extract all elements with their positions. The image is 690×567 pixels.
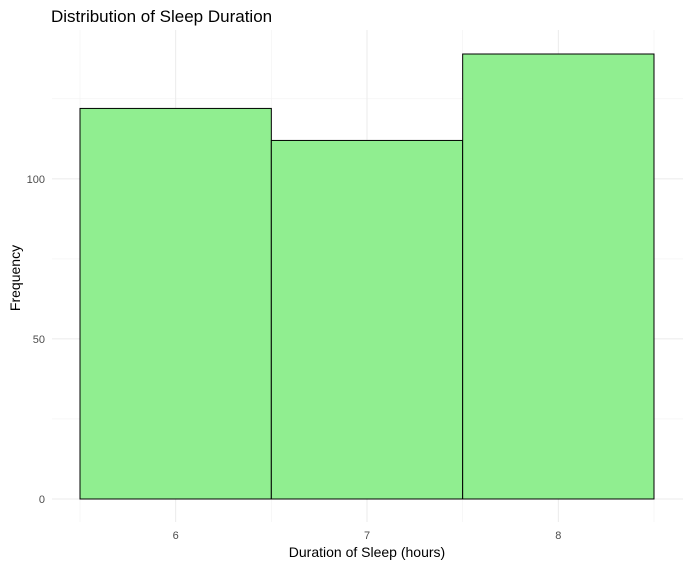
x-axis-ticks: 6 7 8: [173, 530, 562, 542]
x-tick-label: 7: [364, 530, 370, 542]
y-axis-title: Frequency: [7, 245, 23, 311]
x-tick-label: 6: [173, 530, 179, 542]
x-axis-title: Duration of Sleep (hours): [289, 544, 445, 560]
y-axis-ticks: 0 50 100: [27, 174, 45, 506]
bar-8: [462, 53, 655, 500]
y-tick-label: 100: [27, 174, 45, 186]
y-tick-label: 50: [33, 334, 45, 346]
bar-6: [79, 107, 272, 500]
bars: [79, 53, 655, 500]
x-tick-label: 8: [555, 530, 561, 542]
chart-title: Distribution of Sleep Duration: [51, 7, 272, 26]
bar-7: [270, 139, 464, 500]
y-tick-label: 0: [39, 494, 45, 506]
